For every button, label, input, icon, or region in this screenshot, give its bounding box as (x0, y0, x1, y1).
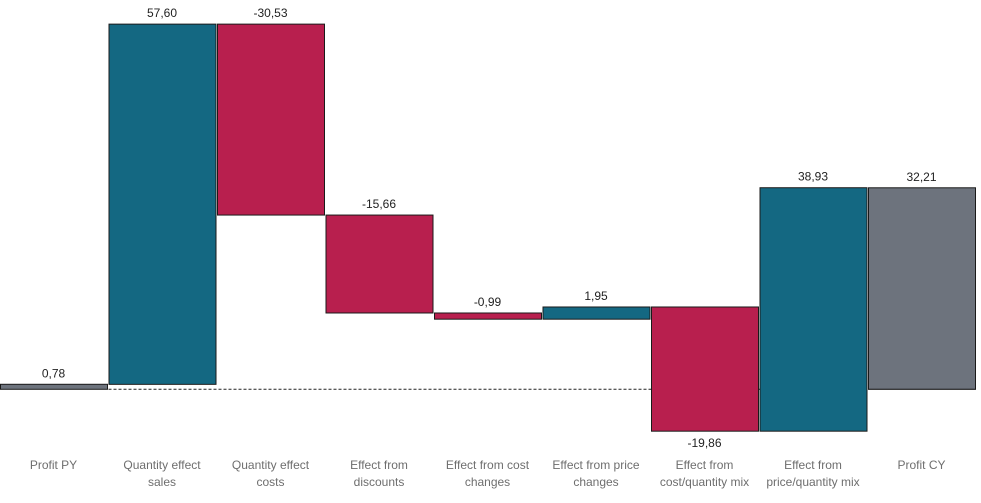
category-label-5-line-0: Effect from price (552, 458, 639, 472)
category-label-3-line-1: discounts (354, 475, 405, 489)
category-label-6-line-0: Effect from (676, 458, 734, 472)
category-label-0-line-0: Profit PY (30, 458, 77, 472)
bar-5[interactable] (542, 306, 651, 320)
category-label-1-line-1: sales (148, 475, 176, 489)
bar-4[interactable] (434, 312, 542, 320)
bar-7[interactable] (759, 187, 868, 432)
category-label-6-line-1: cost/quantity mix (660, 475, 749, 489)
bar-3[interactable] (325, 214, 434, 314)
category-label-7-line-0: Effect from (784, 458, 842, 472)
value-labels-layer: 0,78 57,60 -30,53 -15,66 -0,99 1,95 -19,86 38,9… (42, 6, 937, 450)
value-label-7: 38,93 (798, 170, 828, 184)
bar-8[interactable] (868, 187, 976, 390)
bar-6[interactable] (651, 306, 759, 432)
value-label-0: 0,78 (42, 366, 66, 380)
category-label-1-line-0: Quantity effect (123, 458, 201, 472)
category-label-5-line-1: changes (573, 475, 618, 489)
category-labels-layer: Profit PY Quantity effect sales Quantity ef… (30, 458, 946, 489)
category-label-2-line-1: costs (256, 475, 284, 489)
category-label-3-line-0: Effect from (350, 458, 408, 472)
bar-2[interactable] (217, 23, 325, 216)
category-label-2-line-0: Quantity effect (232, 458, 310, 472)
bar-1[interactable] (108, 23, 217, 385)
bars-layer (0, 23, 976, 432)
value-label-5: 1,95 (584, 289, 608, 303)
category-label-4-line-0: Effect from cost (446, 458, 530, 472)
bar-0[interactable] (0, 383, 108, 390)
category-label-7-line-1: price/quantity mix (766, 475, 859, 489)
category-label-4-line-1: changes (465, 475, 510, 489)
value-label-3: -15,66 (362, 197, 396, 211)
category-label-8-line-0: Profit CY (897, 458, 945, 472)
value-label-8: 32,21 (906, 170, 936, 184)
value-label-4: -0,99 (474, 295, 502, 309)
value-label-6: -19,86 (687, 436, 721, 450)
value-label-1: 57,60 (147, 6, 177, 20)
value-label-2: -30,53 (253, 6, 287, 20)
